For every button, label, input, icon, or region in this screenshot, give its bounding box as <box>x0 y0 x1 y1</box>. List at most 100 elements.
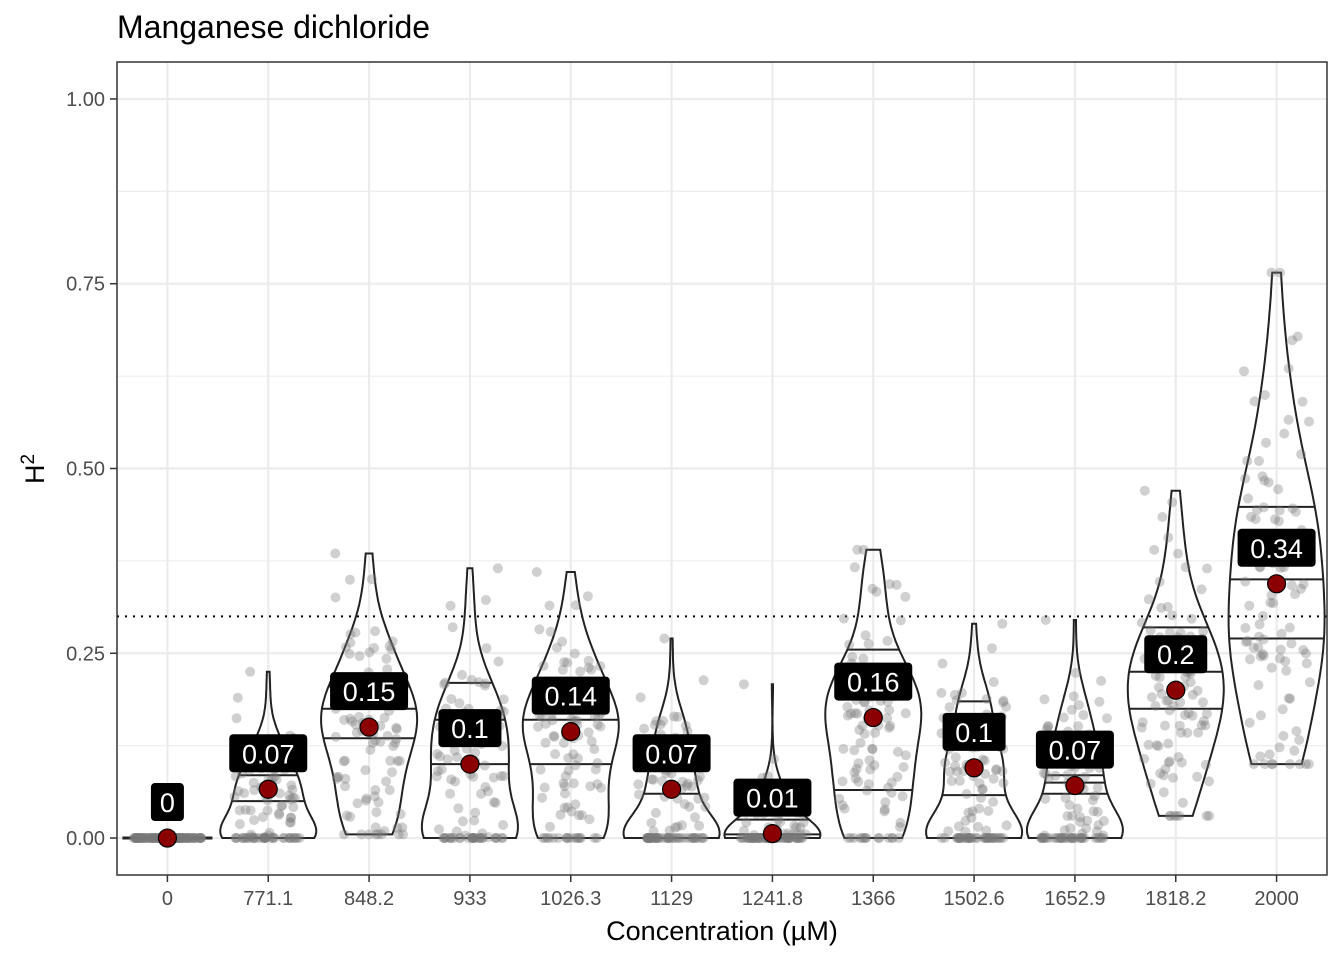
data-point <box>448 833 459 843</box>
data-point <box>960 815 971 826</box>
data-point <box>861 785 872 796</box>
data-point <box>900 750 911 761</box>
data-point <box>194 833 205 843</box>
data-point <box>943 826 954 837</box>
data-point <box>138 833 149 843</box>
data-point <box>550 749 561 760</box>
data-point <box>130 833 141 843</box>
data-point <box>449 745 460 756</box>
data-point <box>1089 791 1100 801</box>
data-point <box>133 833 144 843</box>
mean-label-text: 0.07 <box>645 739 698 769</box>
data-point <box>347 716 358 727</box>
data-point <box>340 773 351 784</box>
data-point <box>949 689 960 700</box>
data-point <box>850 708 860 719</box>
data-point <box>853 776 864 787</box>
data-point <box>643 833 654 843</box>
data-point <box>176 833 186 843</box>
data-point <box>497 833 508 843</box>
data-point <box>664 833 675 843</box>
data-point <box>837 776 848 787</box>
data-point <box>1154 672 1165 683</box>
data-point <box>475 833 486 843</box>
data-point <box>274 808 285 819</box>
data-point <box>1258 502 1269 513</box>
data-point <box>874 833 884 843</box>
data-point <box>645 833 656 843</box>
data-point <box>286 780 297 791</box>
x-tick-label: 1026.3 <box>540 888 601 910</box>
data-point <box>388 741 399 752</box>
data-point <box>1255 751 1266 762</box>
data-point <box>865 764 876 775</box>
data-point <box>446 833 457 843</box>
data-point <box>944 702 955 713</box>
data-point <box>1098 833 1109 843</box>
data-point <box>1273 516 1284 527</box>
data-point <box>648 774 659 785</box>
data-point <box>739 825 749 836</box>
data-point <box>130 833 141 843</box>
data-point <box>843 833 854 843</box>
data-point <box>652 833 663 843</box>
data-point <box>762 771 773 781</box>
data-point <box>1060 833 1071 843</box>
data-point <box>446 774 457 785</box>
data-point <box>1149 544 1160 555</box>
data-point <box>1056 833 1067 843</box>
data-point <box>1294 735 1305 745</box>
data-point <box>583 727 594 738</box>
data-point <box>855 833 866 843</box>
data-point <box>548 833 559 843</box>
data-point <box>1202 563 1212 574</box>
data-point <box>754 833 765 843</box>
data-point <box>373 797 384 808</box>
data-point <box>1043 721 1054 732</box>
data-point <box>1240 576 1251 587</box>
data-point <box>643 833 654 843</box>
mean-point <box>762 824 783 844</box>
data-point <box>655 719 666 730</box>
data-point <box>1055 833 1066 843</box>
data-point <box>1248 642 1259 653</box>
data-point <box>782 833 793 843</box>
data-point <box>1200 720 1211 731</box>
data-point <box>354 711 364 722</box>
data-point <box>445 833 456 843</box>
data-point <box>379 712 390 723</box>
data-point <box>952 766 963 777</box>
data-point <box>642 833 653 843</box>
data-point <box>650 833 661 843</box>
data-point <box>144 833 155 843</box>
data-point <box>469 833 480 843</box>
data-point <box>634 789 644 800</box>
mean-label-text: 0.01 <box>746 784 799 814</box>
data-point <box>369 643 380 653</box>
data-point <box>1255 651 1266 662</box>
data-point <box>259 832 270 843</box>
data-point <box>1153 741 1164 752</box>
data-point <box>454 698 465 709</box>
data-point <box>682 726 693 737</box>
mean-point <box>661 779 682 799</box>
x-tick-label: 1502.6 <box>943 888 1004 910</box>
data-point <box>1240 473 1251 484</box>
mean-label-text: 0 <box>160 788 175 818</box>
data-point <box>980 833 991 843</box>
data-point <box>589 744 600 755</box>
data-point <box>997 618 1008 629</box>
data-point <box>1279 428 1290 439</box>
data-point <box>246 831 257 842</box>
data-point <box>187 833 197 843</box>
data-point <box>233 786 244 797</box>
data-point <box>898 762 909 772</box>
data-point <box>1174 720 1185 731</box>
data-point <box>991 764 1002 775</box>
data-point <box>649 833 660 843</box>
data-point <box>140 833 151 843</box>
data-point <box>1143 594 1154 605</box>
data-point <box>689 833 699 843</box>
data-point <box>987 643 997 654</box>
data-point <box>586 664 597 675</box>
